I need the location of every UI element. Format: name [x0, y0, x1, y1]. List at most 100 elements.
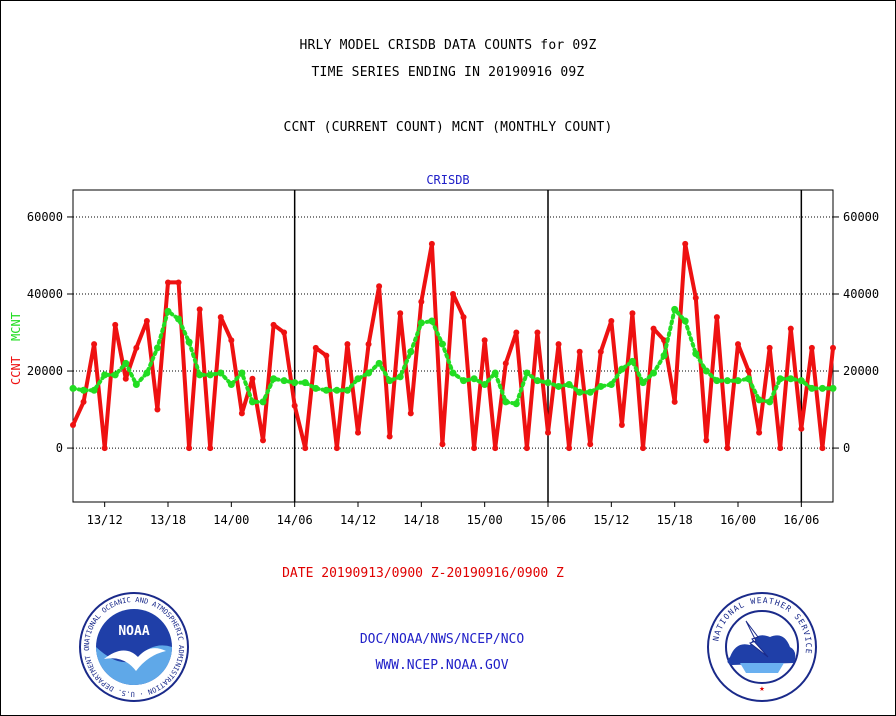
mcnt-point	[217, 369, 225, 377]
ccnt-point	[80, 398, 87, 405]
mcnt-point	[766, 398, 774, 406]
mcnt-point	[185, 338, 193, 346]
mcnt-point	[607, 381, 615, 389]
ccnt-point	[281, 329, 288, 336]
ccnt-point	[143, 317, 150, 324]
ccnt-point	[165, 279, 171, 286]
ccnt-point	[249, 375, 256, 382]
mcnt-point	[301, 379, 309, 387]
mcnt-point	[238, 369, 246, 377]
y-tick-label-right: 40000	[843, 287, 879, 301]
mcnt-point	[259, 398, 267, 406]
x-tick-label: 14/00	[213, 513, 249, 527]
ccnt-line	[71, 241, 835, 451]
ccnt-point	[808, 344, 815, 351]
x-tick-label: 13/12	[87, 513, 123, 527]
mcnt-point	[438, 340, 446, 348]
ccnt-point	[101, 445, 108, 452]
noaa-logo-text: NOAA	[118, 624, 149, 639]
mcnt-point	[396, 373, 404, 381]
mcnt-point	[132, 381, 140, 389]
mcnt-point	[523, 369, 531, 377]
ccnt-point	[545, 429, 551, 436]
ccnt-point	[692, 294, 699, 301]
ccnt-point	[397, 310, 404, 317]
x-tick-label: 13/18	[150, 513, 186, 527]
ccnt-point	[154, 406, 161, 413]
mcnt-point	[153, 344, 161, 352]
y-tick-label-right: 0	[843, 441, 850, 455]
footer-url[interactable]: WWW.NCEP.NOAA.GOV	[375, 658, 509, 673]
ccnt-point	[133, 344, 140, 351]
ccnt-point	[608, 317, 615, 324]
ccnt-point	[270, 321, 277, 328]
mcnt-point	[692, 350, 700, 358]
ccnt-point	[756, 429, 763, 436]
mcnt-point	[460, 377, 468, 385]
y-tick-label-left: 60000	[27, 210, 63, 224]
ccnt-point	[260, 437, 266, 444]
mcnt-point	[375, 359, 383, 367]
ccnt-point	[196, 306, 203, 313]
mcnt-point	[164, 307, 172, 315]
ccnt-point	[407, 410, 414, 417]
mcnt-point	[755, 396, 763, 404]
x-tick-label: 16/00	[720, 513, 756, 527]
series-ccnt	[70, 240, 836, 452]
ccnt-point	[344, 341, 351, 348]
ccnt-point	[682, 240, 689, 247]
mcnt-point	[248, 398, 256, 406]
mcnt-point	[312, 384, 320, 392]
ccnt-point	[450, 291, 456, 297]
footer-org: DOC/NOAA/NWS/NCEP/NCO	[359, 632, 525, 647]
ccnt-point	[671, 398, 678, 405]
y-tick-label-left: 40000	[27, 287, 63, 301]
ccnt-point	[302, 445, 309, 452]
mcnt-point	[533, 377, 541, 385]
ccnt-point	[312, 344, 319, 351]
ccnt-point	[555, 341, 562, 348]
mcnt-point	[723, 377, 731, 385]
ccnt-point	[122, 375, 129, 382]
ccnt-point	[629, 310, 636, 317]
ccnt-point	[745, 368, 752, 375]
mcnt-point	[702, 367, 710, 375]
ccnt-point	[787, 325, 794, 332]
mcnt-point	[90, 386, 98, 394]
ccnt-point	[91, 341, 98, 348]
mcnt-point	[808, 384, 816, 392]
mcnt-point	[555, 382, 563, 390]
mcnt-point	[481, 381, 489, 389]
mcnt-point	[407, 348, 415, 356]
ccnt-point	[587, 441, 594, 448]
mcnt-point	[386, 377, 394, 385]
mcnt-point	[175, 315, 183, 323]
y-axis-right: 0 20000 40000 60000	[833, 210, 879, 455]
mcnt-point	[491, 369, 499, 377]
mcnt-point	[565, 381, 573, 389]
ccnt-point	[661, 337, 668, 344]
plot-title: CRISDB	[426, 173, 469, 187]
ccnt-point	[481, 337, 488, 344]
ccnt-point	[238, 410, 245, 417]
mcnt-point	[639, 379, 647, 387]
ccnt-point	[439, 441, 446, 448]
ccnt-point	[323, 352, 330, 359]
mcnt-point	[417, 319, 425, 327]
mcnt-point	[681, 317, 689, 325]
ccnt-point	[291, 402, 298, 409]
mcnt-point	[227, 381, 235, 389]
mcnt-point	[206, 371, 214, 379]
mcnt-point	[628, 357, 636, 365]
ccnt-point	[217, 314, 224, 321]
y-tick-label-right: 20000	[843, 364, 879, 378]
x-tick-label: 14/18	[403, 513, 439, 527]
ccnt-point	[355, 429, 361, 436]
ccnt-point	[534, 329, 541, 336]
mcnt-point	[787, 375, 795, 383]
ccnt-point	[186, 445, 193, 452]
mcnt-point	[322, 386, 330, 394]
ccnt-point	[460, 314, 467, 321]
ccnt-point	[819, 445, 826, 452]
mcnt-point	[512, 400, 520, 408]
